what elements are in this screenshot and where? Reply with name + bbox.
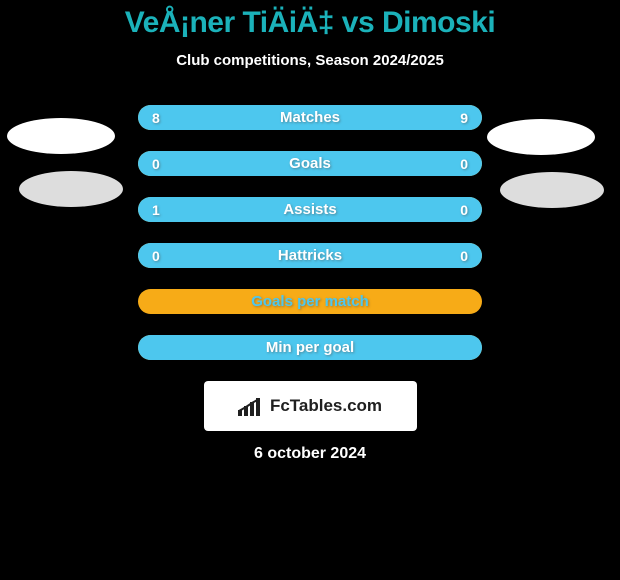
stat-fill-left — [138, 105, 300, 130]
player-shadow-ellipse — [500, 172, 604, 208]
stat-row: Min per goal — [138, 335, 482, 360]
stat-fill-right — [403, 197, 482, 222]
stat-value-left: 0 — [152, 156, 160, 172]
stat-label: Hattricks — [278, 247, 342, 264]
player-shadow-ellipse — [19, 171, 123, 207]
stat-row: Goals per match — [138, 289, 482, 314]
comparison-card: VeÅ¡ner TiÄiÄ‡ vs Dimoski Club competiti… — [0, 0, 620, 580]
stat-fill-left — [138, 151, 310, 176]
stat-value-left: 0 — [152, 248, 160, 264]
stat-value-right: 0 — [460, 248, 468, 264]
logo: FcTables.com — [238, 396, 382, 416]
stat-row: 0 Hattricks 0 — [138, 243, 482, 268]
stat-row: 8 Matches 9 — [138, 105, 482, 130]
logo-box: FcTables.com — [204, 381, 417, 431]
stat-label: Goals per match — [251, 293, 369, 310]
subtitle: Club competitions, Season 2024/2025 — [0, 52, 620, 69]
page-title: VeÅ¡ner TiÄiÄ‡ vs Dimoski — [0, 6, 620, 40]
stat-value-right: 0 — [460, 202, 468, 218]
stat-value-left: 1 — [152, 202, 160, 218]
date-label: 6 october 2024 — [0, 445, 620, 463]
stat-row: 1 Assists 0 — [138, 197, 482, 222]
stat-fill-right — [310, 151, 482, 176]
stat-label: Matches — [280, 109, 340, 126]
barchart-icon — [238, 396, 264, 416]
logo-text: FcTables.com — [270, 396, 382, 416]
stat-value-right: 9 — [460, 110, 468, 126]
stat-label: Min per goal — [266, 339, 354, 356]
stat-row: 0 Goals 0 — [138, 151, 482, 176]
stat-label: Assists — [283, 201, 336, 218]
player-shadow-ellipse — [487, 119, 595, 155]
player-shadow-ellipse — [7, 118, 115, 154]
stat-fill-left — [138, 197, 403, 222]
stat-value-left: 8 — [152, 110, 160, 126]
stat-label: Goals — [289, 155, 331, 172]
stat-value-right: 0 — [460, 156, 468, 172]
